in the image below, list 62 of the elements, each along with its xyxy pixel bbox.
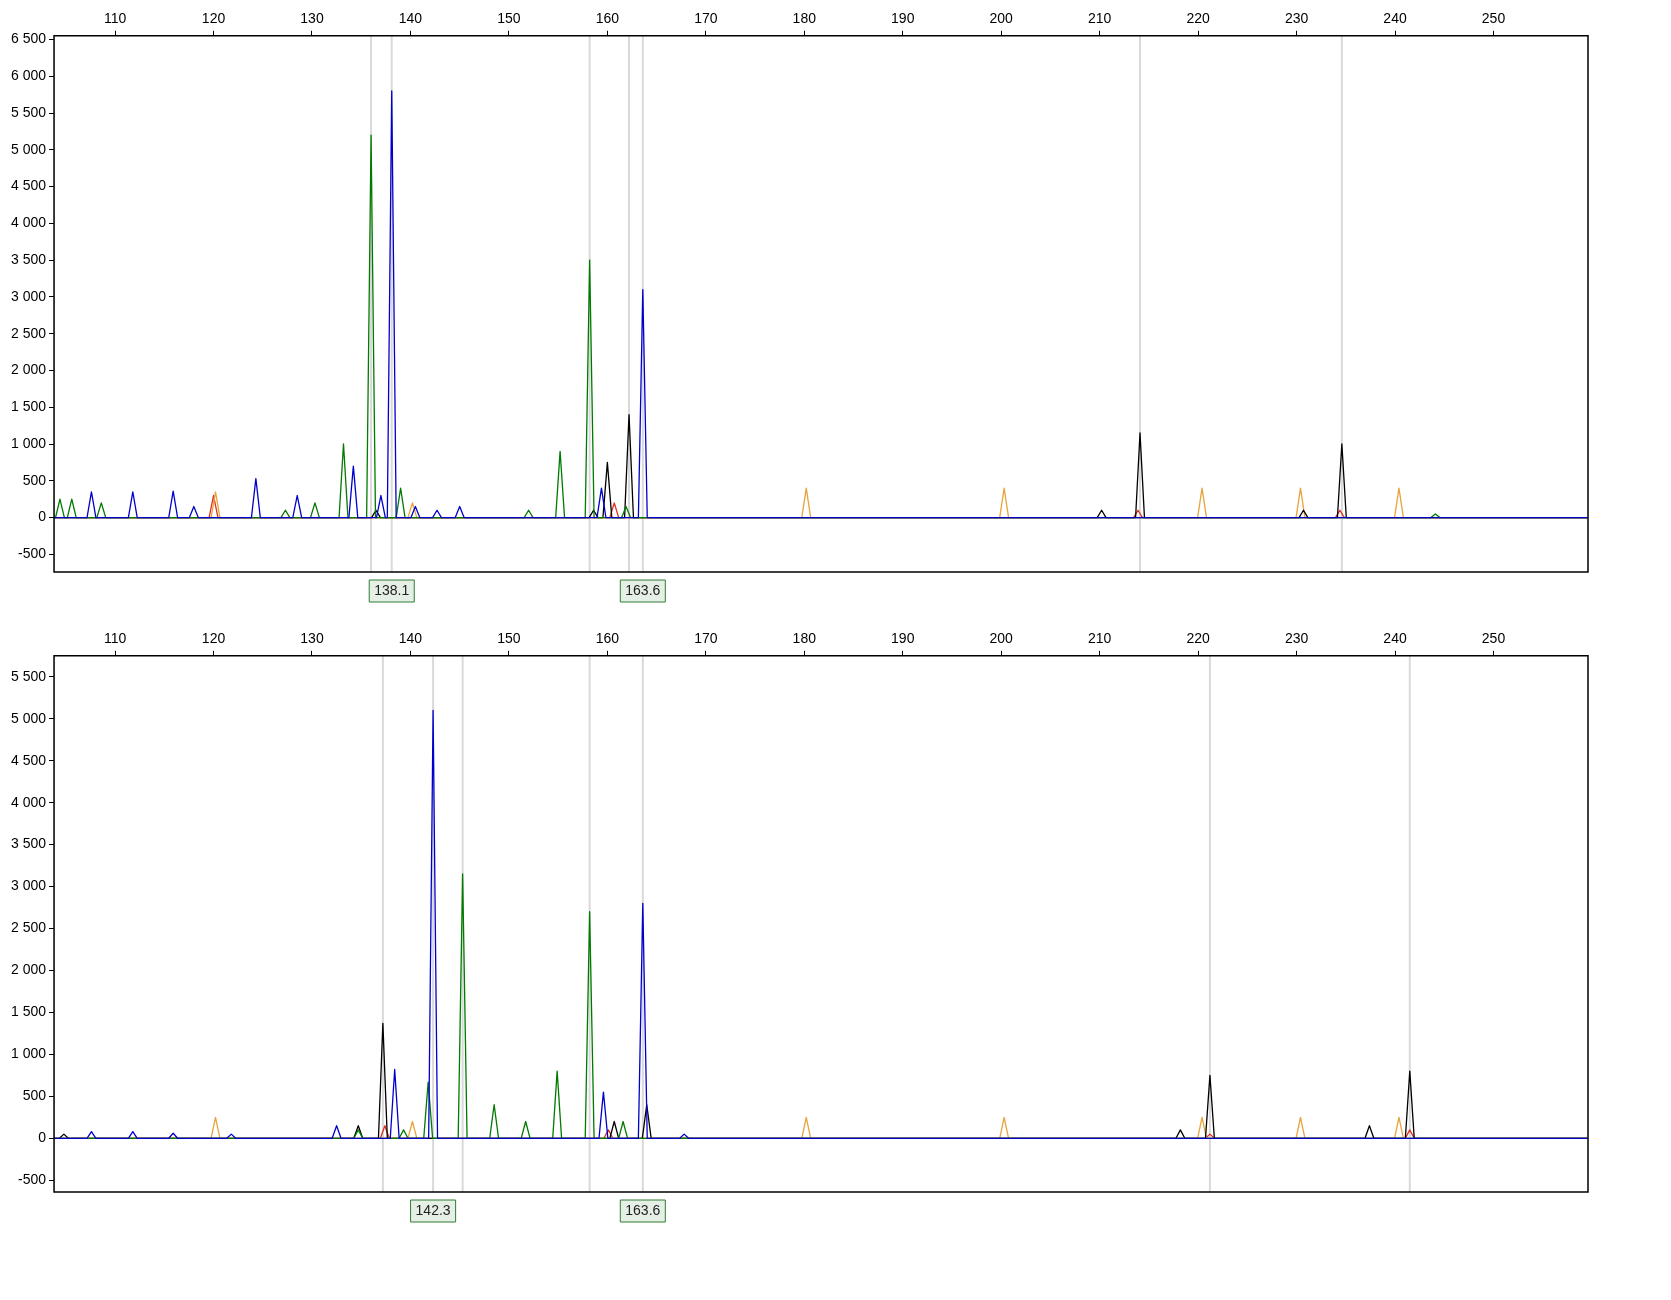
y-tick-label: 3 500 [10, 251, 47, 267]
y-tick-label: 2 500 [10, 919, 47, 936]
ref-line-label: 163.6 [625, 1201, 661, 1218]
y-tick-label: 5 500 [10, 667, 47, 684]
ref-line-label: 163.6 [625, 581, 661, 598]
y-tick-label: 4 000 [10, 793, 47, 810]
x-tick-label: 180 [792, 10, 817, 27]
x-tick-label: 180 [792, 630, 817, 647]
y-tick-label: 1 500 [10, 1003, 47, 1020]
x-tick-label: 140 [398, 630, 423, 647]
x-tick-label: 220 [1186, 630, 1210, 647]
x-tick-label: 120 [201, 630, 226, 647]
x-tick-label: 110 [103, 10, 127, 27]
y-tick-label: 1 500 [10, 398, 47, 415]
y-tick-label: 4 500 [10, 751, 47, 768]
x-tick-label: 250 [1481, 10, 1506, 27]
x-tick-label: 130 [300, 630, 324, 647]
y-tick-label: 2 000 [10, 961, 47, 978]
x-tick-label: 190 [891, 10, 915, 27]
x-tick-label: 210 [1087, 10, 1112, 27]
x-tick-label: 240 [1383, 630, 1407, 647]
ref-line-label: 142.3 [415, 1201, 451, 1218]
y-tick-label: 2 500 [10, 324, 47, 341]
y-tick-label: 4 000 [10, 214, 47, 231]
x-tick-label: 170 [694, 10, 718, 27]
y-tick-label: 0 [38, 508, 47, 525]
y-tick-label: 5 000 [10, 709, 47, 726]
x-tick-label: 240 [1383, 10, 1407, 27]
y-tick-label: 1 000 [10, 1045, 47, 1062]
x-tick-label: 150 [497, 630, 521, 647]
y-tick-label: 0 [38, 1129, 47, 1146]
x-tick-label: 170 [694, 630, 718, 647]
x-tick-label: 200 [989, 10, 1014, 27]
x-tick-label: 120 [201, 10, 226, 27]
x-tick-label: 190 [891, 630, 915, 647]
y-tick-label: 4 500 [10, 177, 47, 194]
x-tick-label: 230 [1284, 630, 1309, 647]
x-tick-label: 200 [989, 630, 1014, 647]
y-tick-label: 5 000 [10, 140, 47, 157]
y-tick-label: 500 [22, 471, 47, 488]
y-tick-label: 6 000 [10, 67, 47, 84]
x-tick-label: 210 [1087, 630, 1112, 647]
y-tick-label: 5 500 [10, 103, 47, 120]
y-tick-label: 500 [22, 1087, 47, 1104]
x-tick-label: 140 [398, 10, 423, 27]
x-tick-label: 160 [595, 630, 620, 647]
y-tick-label: 3 000 [10, 287, 47, 304]
x-tick-label: 220 [1186, 10, 1210, 27]
ref-line-label: 138.1 [374, 581, 410, 598]
y-tick-label: 1 000 [10, 434, 47, 451]
y-tick-label: 3 000 [10, 877, 47, 894]
x-tick-label: 160 [595, 10, 620, 27]
x-tick-label: 150 [497, 10, 521, 27]
x-tick-label: 130 [300, 10, 324, 27]
y-tick-label: -500 [18, 545, 47, 562]
x-tick-label: 230 [1284, 10, 1309, 27]
y-tick-label: -500 [18, 1171, 47, 1188]
x-tick-label: 110 [103, 630, 127, 647]
y-tick-label: 2 000 [10, 361, 47, 378]
y-tick-label: 6 500 [10, 30, 47, 47]
y-tick-label: 3 500 [10, 835, 47, 852]
x-tick-label: 250 [1481, 630, 1506, 647]
